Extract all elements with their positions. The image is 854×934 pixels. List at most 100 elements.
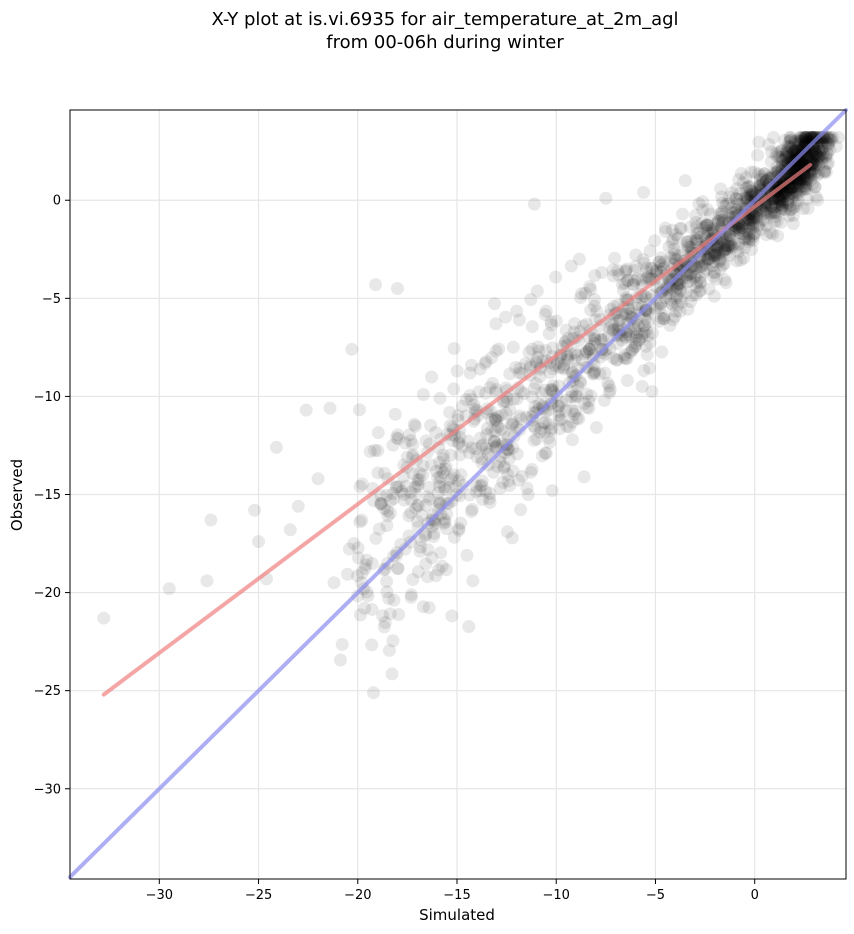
scatter-point [692, 226, 706, 240]
scatter-point [722, 239, 736, 253]
scatter-point [740, 224, 754, 238]
scatter-point [454, 516, 468, 530]
scatter-point [821, 130, 835, 144]
scatter-point [626, 278, 640, 292]
scatter-point [784, 202, 798, 216]
scatter-point [784, 182, 798, 196]
scatter-point [542, 417, 556, 431]
scatter-point [720, 239, 734, 253]
scatter-point [654, 311, 668, 325]
scatter-point [604, 318, 618, 332]
scatter-point [808, 146, 822, 160]
scatter-point [490, 460, 504, 474]
scatter-point [503, 479, 517, 493]
scatter-point [493, 455, 507, 469]
scatter-point [561, 353, 575, 367]
scatter-point [666, 232, 680, 246]
scatter-point [734, 226, 748, 240]
scatter-point [397, 493, 411, 507]
scatter-point [742, 221, 756, 235]
scatter-point [500, 525, 514, 539]
scatter-point [801, 172, 815, 186]
scatter-point [628, 322, 642, 336]
scatter-point [631, 319, 645, 333]
scatter-point [648, 301, 662, 315]
scatter-point [780, 145, 794, 159]
scatter-point [365, 556, 379, 570]
scatter-point [643, 336, 657, 350]
scatter-point [714, 182, 728, 196]
scatter-point [753, 178, 767, 192]
scatter-point [447, 382, 461, 396]
scatter-point [473, 479, 487, 493]
scatter-point [514, 412, 528, 426]
scatter-point [762, 206, 776, 220]
scatter-point [586, 367, 600, 381]
scatter-point [768, 200, 782, 214]
scatter-point [711, 214, 725, 228]
scatter-point [667, 251, 681, 265]
scatter-point [371, 466, 385, 480]
scatter-point [404, 588, 418, 602]
scatter-point [648, 234, 662, 248]
scatter-point [534, 422, 548, 436]
scatter-point [764, 205, 778, 219]
scatter-point [771, 199, 785, 213]
scatter-point [464, 505, 478, 519]
scatter-point [692, 197, 706, 211]
scatter-point [311, 472, 325, 486]
scatter-point [620, 351, 634, 365]
scatter-point [786, 208, 800, 222]
scatter-point [404, 493, 418, 507]
scatter-point [397, 487, 411, 501]
scatter-point [822, 156, 836, 170]
scatter-point [796, 175, 810, 189]
scatter-point [391, 562, 405, 576]
scatter-point [607, 323, 621, 337]
scatter-point [819, 135, 833, 149]
scatter-point [676, 207, 690, 221]
scatter-point [778, 203, 792, 217]
scatter-point [528, 421, 542, 435]
scatter-point [560, 420, 574, 434]
scatter-point [770, 192, 784, 206]
scatter-point [730, 254, 744, 268]
scatter-point [815, 142, 829, 156]
scatter-point [778, 187, 792, 201]
scatter-point [493, 481, 507, 495]
scatter-point [700, 218, 714, 232]
scatter-point [532, 344, 546, 358]
scatter-point [799, 176, 813, 190]
scatter-point [538, 383, 552, 397]
scatter-point [716, 258, 730, 272]
scatter-point [545, 421, 559, 435]
scatter-point [571, 390, 585, 404]
scatter-point [576, 319, 590, 333]
scatter-point [664, 293, 678, 307]
scatter-point [447, 530, 461, 544]
scatter-point [739, 181, 753, 195]
scatter-point [598, 366, 612, 380]
scatter-point [771, 229, 785, 243]
scatter-point [779, 150, 793, 164]
scatter-point [800, 192, 814, 206]
scatter-point [775, 199, 789, 213]
scatter-point [467, 398, 481, 412]
scatter-point [406, 466, 420, 480]
scatter-point [743, 184, 757, 198]
scatter-point [583, 280, 597, 294]
scatter-point [729, 192, 743, 206]
scatter-point [804, 173, 818, 187]
scatter-point [496, 475, 510, 489]
scatter-point [641, 329, 655, 343]
scatter-point [616, 283, 630, 297]
scatter-point [436, 452, 450, 466]
scatter-point [489, 344, 503, 358]
scatter-point [345, 342, 359, 356]
scatter-point [792, 137, 806, 151]
scatter-point [614, 329, 628, 343]
scatter-point [664, 251, 678, 265]
scatter-point [747, 209, 761, 223]
scatter-point [778, 133, 792, 147]
scatter-point [584, 303, 598, 317]
